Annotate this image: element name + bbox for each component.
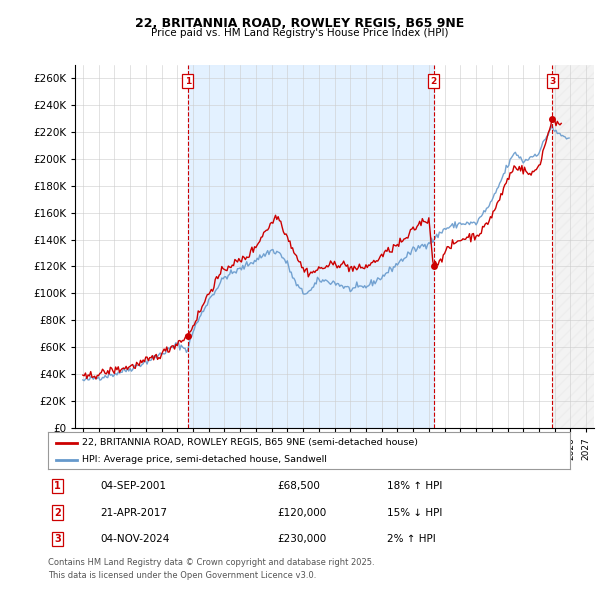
Text: 22, BRITANNIA ROAD, ROWLEY REGIS, B65 9NE: 22, BRITANNIA ROAD, ROWLEY REGIS, B65 9N…	[136, 17, 464, 30]
Text: 18% ↑ HPI: 18% ↑ HPI	[388, 481, 443, 491]
Text: Contains HM Land Registry data © Crown copyright and database right 2025.: Contains HM Land Registry data © Crown c…	[48, 558, 374, 566]
Text: 21-APR-2017: 21-APR-2017	[100, 507, 167, 517]
Bar	[552, 65, 594, 428]
Text: HPI: Average price, semi-detached house, Sandwell: HPI: Average price, semi-detached house,…	[82, 455, 327, 464]
Text: 04-NOV-2024: 04-NOV-2024	[100, 534, 170, 544]
Text: 3: 3	[54, 534, 61, 544]
Text: This data is licensed under the Open Government Licence v3.0.: This data is licensed under the Open Gov…	[48, 571, 316, 579]
Text: Price paid vs. HM Land Registry's House Price Index (HPI): Price paid vs. HM Land Registry's House …	[151, 28, 449, 38]
Text: £120,000: £120,000	[278, 507, 327, 517]
Text: £230,000: £230,000	[278, 534, 327, 544]
Text: 3: 3	[549, 77, 555, 86]
Bar	[188, 65, 434, 428]
Text: 2: 2	[54, 507, 61, 517]
Text: 15% ↓ HPI: 15% ↓ HPI	[388, 507, 443, 517]
Text: £68,500: £68,500	[278, 481, 320, 491]
Text: 22, BRITANNIA ROAD, ROWLEY REGIS, B65 9NE (semi-detached house): 22, BRITANNIA ROAD, ROWLEY REGIS, B65 9N…	[82, 438, 418, 447]
Text: 04-SEP-2001: 04-SEP-2001	[100, 481, 166, 491]
Text: 2% ↑ HPI: 2% ↑ HPI	[388, 534, 436, 544]
Text: 2: 2	[430, 77, 437, 86]
Text: 1: 1	[54, 481, 61, 491]
Text: 1: 1	[185, 77, 191, 86]
